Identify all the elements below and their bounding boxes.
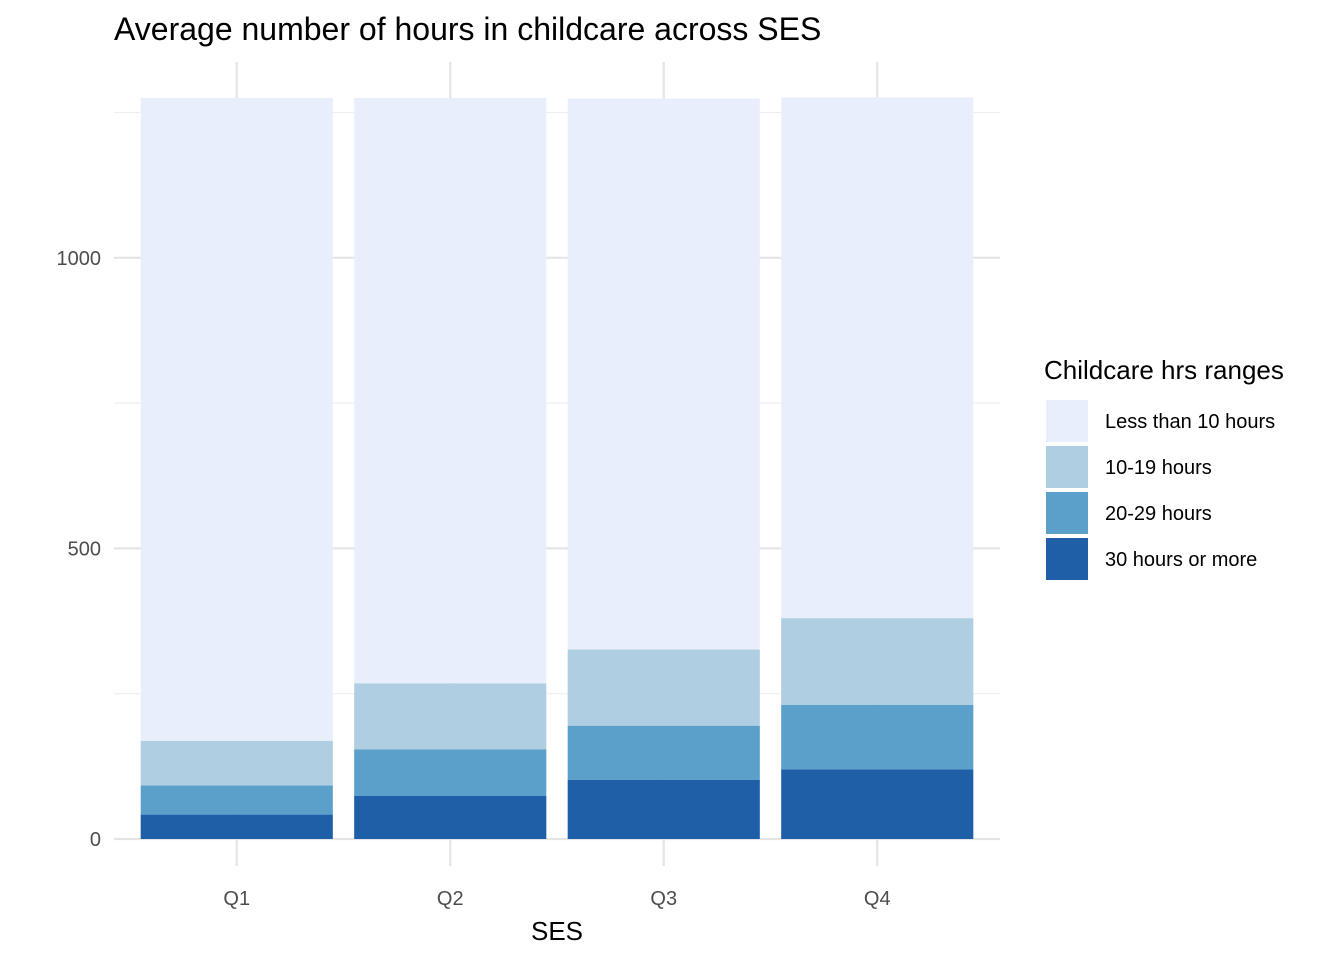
bar-segment xyxy=(354,795,547,839)
legend-key xyxy=(1046,538,1088,580)
bar-segment xyxy=(567,649,760,726)
legend-key xyxy=(1046,492,1088,534)
legend-key xyxy=(1046,446,1088,488)
y-tick-label: 500 xyxy=(68,538,101,560)
legend: Childcare hrs ranges Less than 10 hours 1… xyxy=(1044,355,1284,580)
bar-segment xyxy=(567,725,760,780)
bar-segment xyxy=(781,97,974,619)
bar-segment xyxy=(354,97,547,684)
x-tick-label: Q1 xyxy=(223,888,250,910)
bar-segment xyxy=(140,814,333,839)
x-axis-title: SES xyxy=(531,916,583,946)
bar-segment xyxy=(140,740,333,786)
legend-label: 10-19 hours xyxy=(1105,457,1212,479)
x-tick-label: Q2 xyxy=(437,888,464,910)
bar-segment xyxy=(781,618,974,705)
bars xyxy=(140,97,974,839)
legend-title: Childcare hrs ranges xyxy=(1044,355,1284,385)
bar-segment xyxy=(140,97,333,741)
bar-segment xyxy=(781,769,974,839)
bar-segment xyxy=(781,704,974,770)
x-tick-label: Q3 xyxy=(650,888,677,910)
chart-title: Average number of hours in childcare acr… xyxy=(114,11,821,47)
bar-segment xyxy=(354,749,547,796)
axes: 0 500 1000 Q1 Q2 Q3 Q4 xyxy=(57,248,891,910)
y-tick-label: 0 xyxy=(90,829,101,851)
bar-segment xyxy=(567,779,760,839)
x-tick-label: Q4 xyxy=(864,888,891,910)
bar-segment xyxy=(140,785,333,815)
legend-label: 20-29 hours xyxy=(1105,503,1212,525)
bar-segment xyxy=(567,98,760,650)
bar-segment xyxy=(354,683,547,750)
legend-label: 30 hours or more xyxy=(1105,549,1257,571)
legend-label: Less than 10 hours xyxy=(1105,411,1275,433)
legend-key xyxy=(1046,400,1088,442)
y-tick-label: 1000 xyxy=(57,248,102,270)
